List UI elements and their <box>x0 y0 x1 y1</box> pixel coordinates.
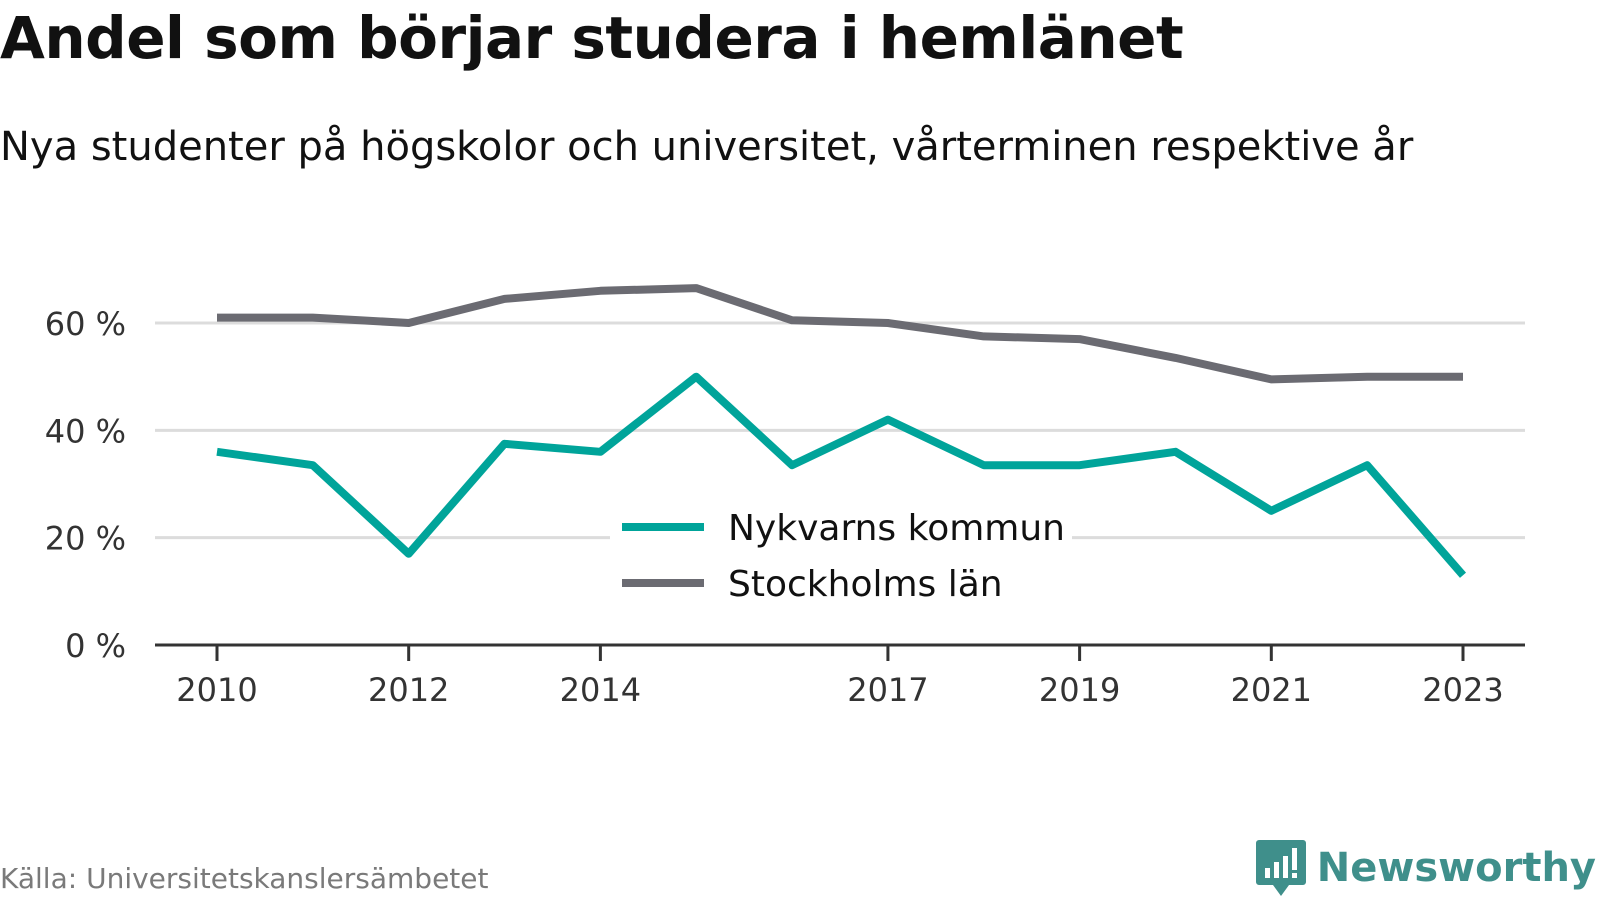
legend-label: Stockholms län <box>728 564 1003 605</box>
chart-title: Andel som börjar studera i hemlänet <box>0 4 1184 72</box>
series-lines <box>216 284 1467 578</box>
legend: Nykvarns kommun Stockholms län <box>610 505 1072 615</box>
x-axis: 2010 2012 2014 2017 2019 2021 2023 <box>155 643 1525 709</box>
brand-name: Newsworthy <box>1316 845 1596 891</box>
chart-speech-bubble-icon <box>1255 840 1306 896</box>
brand-logo: Newsworthy <box>1255 838 1596 898</box>
series-line-2 <box>217 284 1463 384</box>
x-tick-label: 2010 <box>176 671 257 709</box>
y-tick-label: 60 % <box>45 305 126 343</box>
x-tick-label: 2012 <box>368 671 449 709</box>
x-tick-label: 2014 <box>560 671 641 709</box>
chart-subtitle: Nya studenter på högskolor och universit… <box>0 124 1414 170</box>
x-tick-label: 2023 <box>1422 671 1503 709</box>
y-axis: 0 % 20 % 40 % 60 % <box>45 305 126 665</box>
x-tick-label: 2017 <box>847 671 928 709</box>
series-line-1 <box>216 372 1467 578</box>
y-tick-label: 20 % <box>45 520 126 558</box>
x-tick-label: 2019 <box>1039 671 1120 709</box>
legend-label: Nykvarns kommun <box>728 508 1065 549</box>
y-tick-label: 40 % <box>45 412 126 450</box>
source-note: Källa: Universitetskanslersämbetet <box>0 862 489 895</box>
y-tick-label: 0 % <box>65 627 126 665</box>
x-tick-label: 2021 <box>1231 671 1312 709</box>
